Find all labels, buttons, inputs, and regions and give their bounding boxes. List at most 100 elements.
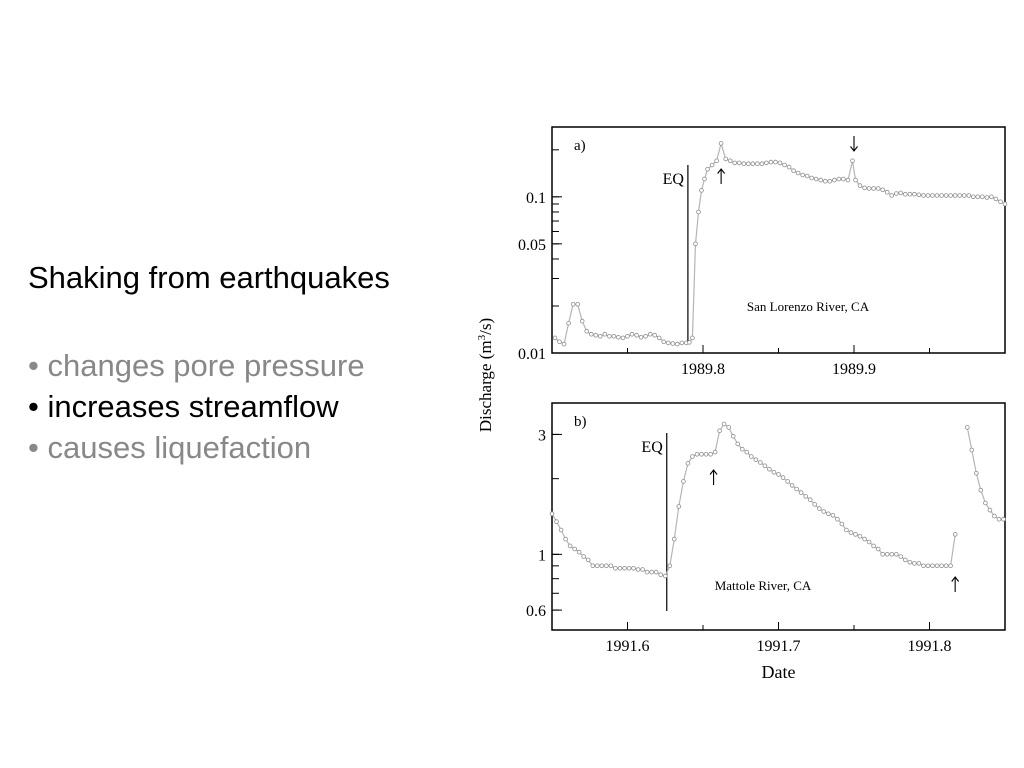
panel-a-data-point — [625, 333, 630, 339]
panel-a-data-point — [930, 193, 935, 198]
panel-a-data-point — [921, 193, 926, 198]
y-axis-label-superscript: 3 — [476, 334, 488, 340]
panel-a-data-point — [552, 335, 558, 341]
panel-a-y-tick-label: 0.05 — [518, 237, 546, 254]
panel-a-x-tick-label: 1989.9 — [832, 361, 876, 378]
panel-b-data-point — [853, 532, 858, 537]
panel-b-data-point — [969, 447, 975, 453]
panel-b-data-point — [925, 563, 931, 569]
panel-a-data-point — [736, 160, 742, 166]
panel-b-data-point — [681, 479, 686, 484]
panel-b-eq-label: EQ — [641, 439, 663, 456]
panel-a-data-point — [561, 341, 567, 347]
panel-b-data-point — [952, 532, 958, 537]
panel-b-data-point — [622, 565, 627, 571]
panel-b-data-point — [572, 546, 577, 552]
panel-b-data-point — [744, 449, 750, 455]
panel-b-data-point — [807, 497, 813, 503]
panel-b-data-point — [948, 563, 953, 569]
panel-b-data-point — [916, 561, 922, 566]
panel-a-data-point — [755, 161, 760, 167]
panel-a-data-point — [889, 193, 894, 198]
panel-a-data-point — [634, 332, 639, 338]
panel-b-data-point — [554, 519, 559, 524]
panel-b-data-point — [987, 507, 993, 513]
panel-b-data-point — [563, 536, 568, 542]
bullet-list: Shaking from earthquakes • changes pore … — [28, 258, 448, 468]
panel-a-data-point — [845, 177, 851, 183]
bullet-item-liquefaction: • causes liquefaction — [28, 427, 448, 468]
panel-b-data-point — [685, 461, 691, 466]
panel-a-y-tick-label: 0.01 — [518, 346, 546, 363]
panel-a-data-point — [629, 331, 635, 337]
panel-a-data-point — [966, 193, 972, 198]
y-axis-label-main: Discharge (m — [476, 340, 495, 432]
panel-b-data-point — [907, 559, 913, 565]
panel-b-data-point — [599, 563, 605, 569]
panel-a-data-point — [841, 176, 846, 182]
panel-a-data-point — [693, 241, 698, 247]
panel-b-data-point — [789, 483, 795, 488]
panel-b-data-point — [1001, 516, 1006, 522]
panel-a-arrow-head — [717, 168, 726, 174]
panel-a-data-point — [764, 160, 769, 166]
panel-a-data-point — [795, 170, 801, 176]
panel-b-data-point — [594, 563, 600, 569]
panel-a-data-point — [768, 159, 774, 165]
panel-a-data-point — [690, 335, 695, 341]
panel-b-data-point — [703, 451, 709, 457]
panel-b-data-point — [893, 551, 899, 557]
panel-b-data-point — [613, 565, 618, 571]
panel-a-san-lorenzo: 0.01 0.05 0.1 1989.8 1989.9 a) EQ San Lorenzo R… — [518, 126, 1008, 378]
panel-a-data-point — [575, 301, 580, 307]
panel-b-data-point — [708, 451, 713, 457]
panel-b-x-axis-title: Date — [762, 662, 796, 682]
panel-a-data-point — [745, 161, 751, 167]
panel-b-data-point — [825, 511, 831, 517]
panel-a-data-point — [818, 177, 824, 183]
panel-b-data-point — [767, 466, 772, 472]
panel-b-data-point — [871, 543, 876, 549]
panel-a-data-point — [773, 159, 778, 165]
panel-a-data-point — [862, 185, 867, 191]
panel-b-data-point — [902, 557, 908, 563]
bullet-marker: • — [28, 389, 39, 424]
panel-a-data-point — [813, 176, 819, 182]
panel-a-data-point — [880, 187, 885, 193]
panel-a-label: a) — [574, 138, 586, 154]
panel-a-data-point — [804, 173, 810, 179]
panel-a-data-point — [984, 195, 990, 200]
panel-b-y-tick-label: 1 — [538, 547, 546, 564]
panel-b-data-point — [585, 557, 591, 563]
panel-b-data-point — [898, 554, 904, 559]
panel-a-data-point — [643, 333, 648, 339]
panel-a-data-point — [620, 335, 626, 341]
panel-b-data-point — [943, 563, 949, 569]
panel-b-data-point — [921, 563, 926, 569]
panel-b-data-point — [866, 539, 872, 545]
panel-a-data-point — [656, 335, 662, 341]
bullet-text: changes pore pressure — [47, 348, 365, 383]
panel-a-data-point — [611, 333, 617, 339]
panel-b-data-point — [576, 549, 582, 555]
panel-b-data-point — [671, 536, 677, 542]
panel-a-data-point — [939, 193, 944, 198]
panel-b-mattole: 0.6 1 3 1991.6 1991.7 1991.8 b) EQ Mattole River… — [526, 402, 1006, 682]
panel-b-data-point — [690, 454, 695, 459]
bullet-text: increases streamflow — [47, 389, 339, 424]
panel-b-data-point — [667, 563, 673, 569]
panel-a-data-point — [827, 178, 833, 184]
panel-a-data-point — [961, 193, 967, 198]
panel-a-data-point — [652, 332, 657, 338]
panel-a-data-point — [679, 340, 685, 346]
panel-b-data-point — [726, 425, 731, 430]
panel-b-data-point — [930, 563, 935, 569]
panel-b-data-point — [604, 563, 609, 569]
panel-b-data-point — [739, 446, 745, 452]
panel-a-data-point — [836, 176, 842, 182]
panel-a-data-point — [993, 196, 999, 202]
panel-a-data-point — [570, 301, 576, 307]
panel-b-data-point — [776, 472, 781, 477]
panel-a-data-point — [893, 191, 899, 196]
panel-a-data-point — [638, 334, 644, 340]
